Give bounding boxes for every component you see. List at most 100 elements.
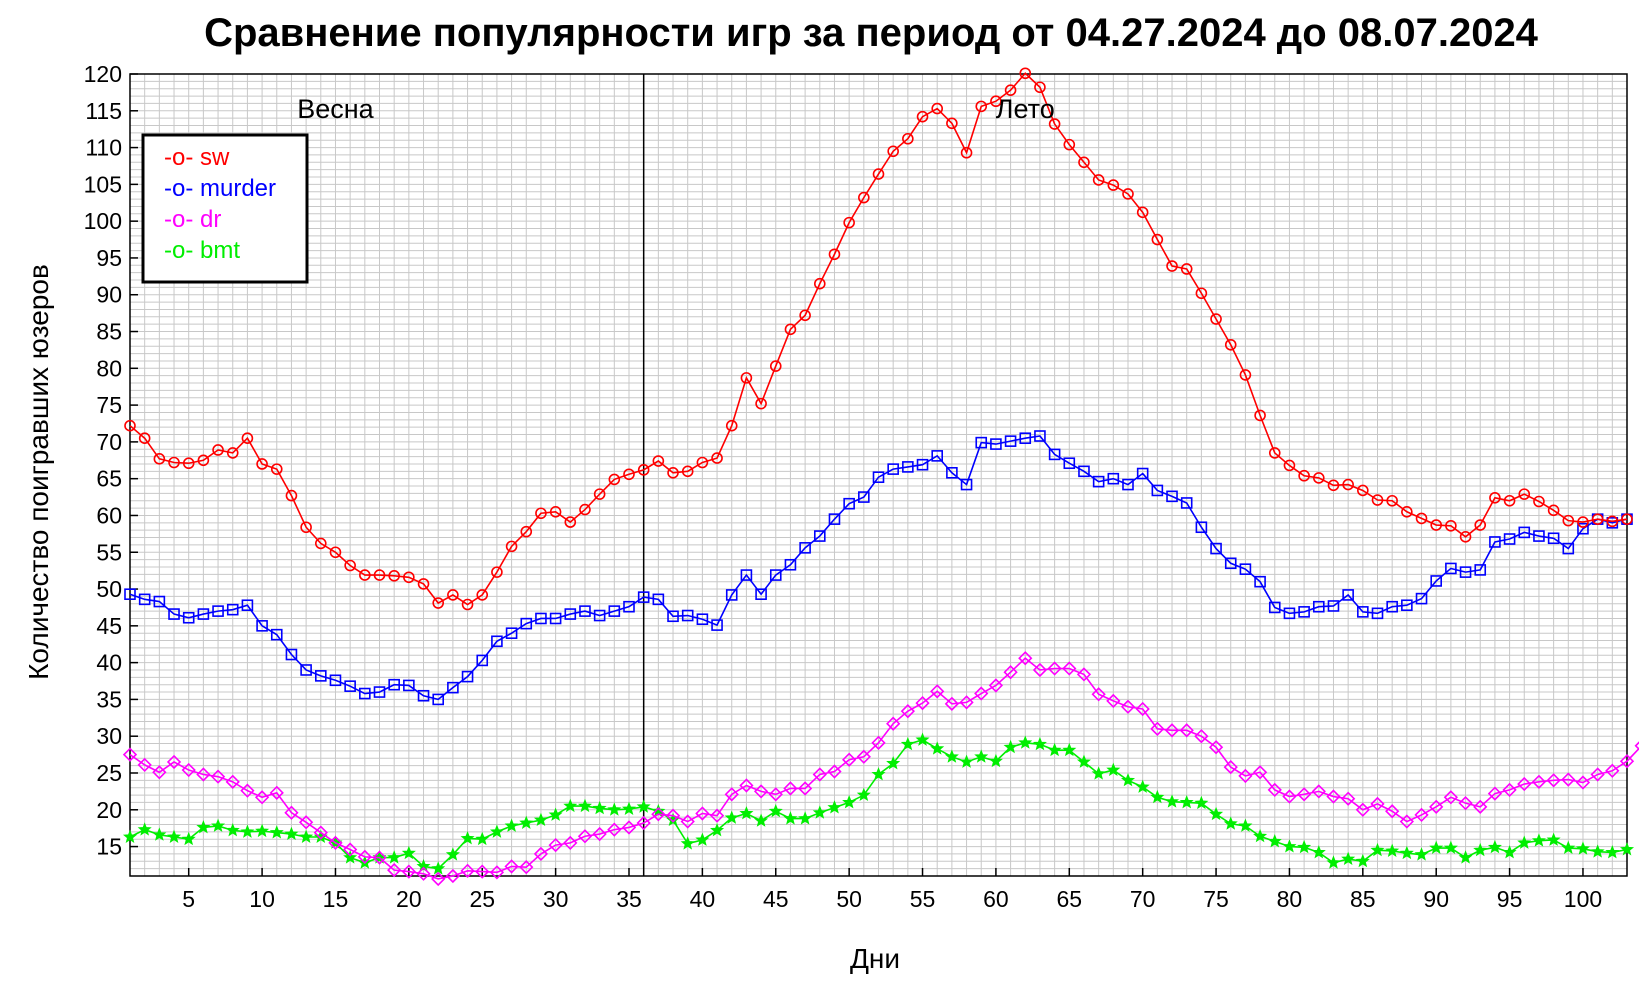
y-tick-label: 35 bbox=[96, 686, 122, 712]
data-point-dr bbox=[1018, 651, 1033, 666]
legend-item-sw: -o- sw bbox=[164, 144, 230, 171]
data-point-bmt bbox=[475, 831, 490, 846]
data-point-bmt bbox=[196, 820, 211, 834]
data-point-bmt bbox=[167, 829, 182, 843]
y-tick-label: 55 bbox=[96, 539, 122, 565]
data-point-bmt bbox=[1370, 842, 1385, 857]
data-point-bmt bbox=[842, 795, 857, 809]
data-point-dr bbox=[1150, 721, 1165, 736]
x-tick-label: 10 bbox=[249, 886, 275, 912]
data-point-bmt bbox=[710, 823, 725, 837]
data-point-bmt bbox=[1165, 794, 1180, 808]
data-point-sw bbox=[1430, 519, 1443, 531]
data-point-bmt bbox=[1546, 832, 1561, 846]
data-point-murder bbox=[1136, 467, 1149, 480]
data-point-dr bbox=[1546, 773, 1561, 788]
data-point-dr bbox=[636, 815, 651, 831]
data-point-murder bbox=[1547, 532, 1560, 545]
data-point-sw bbox=[1459, 531, 1472, 543]
data-point-murder bbox=[1268, 601, 1281, 614]
data-point-dr bbox=[621, 820, 637, 835]
legend-item-bmt: -o- bmt bbox=[164, 237, 240, 264]
data-point-murder bbox=[1048, 448, 1061, 461]
data-point-murder bbox=[1445, 562, 1457, 575]
data-point-sw bbox=[725, 419, 738, 432]
data-point-murder bbox=[535, 612, 547, 625]
series-line-sw bbox=[129, 72, 1628, 606]
y-tick-label: 60 bbox=[96, 502, 122, 528]
x-tick-label: 70 bbox=[1130, 886, 1156, 912]
data-point-sw bbox=[975, 100, 988, 113]
y-tick-label: 20 bbox=[96, 797, 122, 823]
data-point-sw bbox=[1621, 513, 1633, 525]
y-tick-label: 110 bbox=[85, 135, 122, 161]
data-point-murder bbox=[1166, 490, 1178, 503]
data-point-sw bbox=[1357, 484, 1369, 497]
data-point-sw bbox=[1239, 369, 1252, 381]
data-point-dr bbox=[944, 696, 960, 711]
data-point-sw bbox=[769, 360, 782, 372]
data-point-bmt bbox=[1487, 839, 1502, 854]
data-point-sw bbox=[1342, 478, 1354, 491]
data-point-murder bbox=[593, 609, 606, 622]
data-point-bmt bbox=[1179, 795, 1194, 809]
data-point-murder bbox=[813, 530, 826, 542]
data-point-sw bbox=[711, 452, 723, 464]
data-point-murder bbox=[1577, 522, 1589, 535]
data-point-dr bbox=[1619, 754, 1635, 769]
data-point-bmt bbox=[1062, 742, 1077, 757]
data-point-sw bbox=[1415, 512, 1428, 525]
data-point-dr bbox=[254, 790, 270, 805]
data-point-dr bbox=[357, 849, 372, 865]
data-point-murder bbox=[902, 461, 914, 473]
data-point-bmt bbox=[1590, 844, 1605, 858]
data-point-murder bbox=[1254, 575, 1266, 588]
data-point-dr bbox=[1047, 661, 1062, 676]
x-tick-label: 20 bbox=[396, 886, 422, 912]
data-point-bmt bbox=[1209, 806, 1224, 821]
data-point-bmt bbox=[1619, 842, 1635, 856]
data-point-murder bbox=[241, 599, 254, 612]
data-point-dr bbox=[269, 785, 284, 800]
data-point-bmt bbox=[1106, 762, 1121, 777]
data-point-bmt bbox=[1253, 828, 1268, 843]
data-point-dr bbox=[548, 837, 563, 853]
data-point-dr bbox=[313, 825, 328, 840]
data-point-murder bbox=[1078, 465, 1090, 478]
data-point-bmt bbox=[211, 818, 226, 832]
data-point-bmt bbox=[1502, 845, 1517, 859]
data-point-sw bbox=[1371, 494, 1384, 506]
data-point-murder bbox=[916, 458, 929, 471]
data-point-sw bbox=[491, 566, 503, 578]
data-point-sw bbox=[300, 521, 312, 534]
data-point-murder bbox=[168, 608, 180, 620]
data-point-sw bbox=[1283, 459, 1296, 472]
data-point-sw bbox=[197, 454, 210, 467]
data-point-bmt bbox=[284, 826, 299, 841]
data-point-sw bbox=[256, 458, 268, 470]
data-point-murder bbox=[960, 478, 973, 491]
data-point-bmt bbox=[1429, 840, 1444, 854]
data-point-dr bbox=[416, 866, 431, 881]
data-point-murder bbox=[344, 680, 356, 692]
data-point-murder bbox=[1107, 472, 1120, 485]
data-point-sw bbox=[1136, 206, 1149, 219]
data-point-sw bbox=[1004, 84, 1017, 96]
x-axis-ticks: 5 10 15 20 25 30 35 40 45 50 55 60 65 70 75 80 85 90 95 100 bbox=[182, 868, 1602, 912]
data-point-bmt bbox=[754, 813, 769, 827]
y-axis-ticks: 15 20 25 30 35 40 45 50 55 60 65 70 75 80 85 90 95 100 105… bbox=[84, 61, 138, 860]
data-point-sw bbox=[212, 444, 224, 456]
data-point-bmt bbox=[563, 798, 578, 813]
data-point-bmt bbox=[959, 754, 974, 768]
data-point-dr bbox=[1634, 741, 1639, 751]
data-point-murder bbox=[417, 689, 430, 702]
data-point-murder bbox=[270, 628, 283, 641]
data-point-dr bbox=[1091, 687, 1106, 702]
data-point-murder bbox=[153, 595, 166, 608]
data-point-dr bbox=[768, 787, 783, 802]
data-point-murder bbox=[946, 466, 958, 479]
x-tick-label: 55 bbox=[910, 886, 936, 912]
data-point-murder bbox=[1459, 566, 1472, 578]
data-point-dr bbox=[1003, 665, 1018, 680]
